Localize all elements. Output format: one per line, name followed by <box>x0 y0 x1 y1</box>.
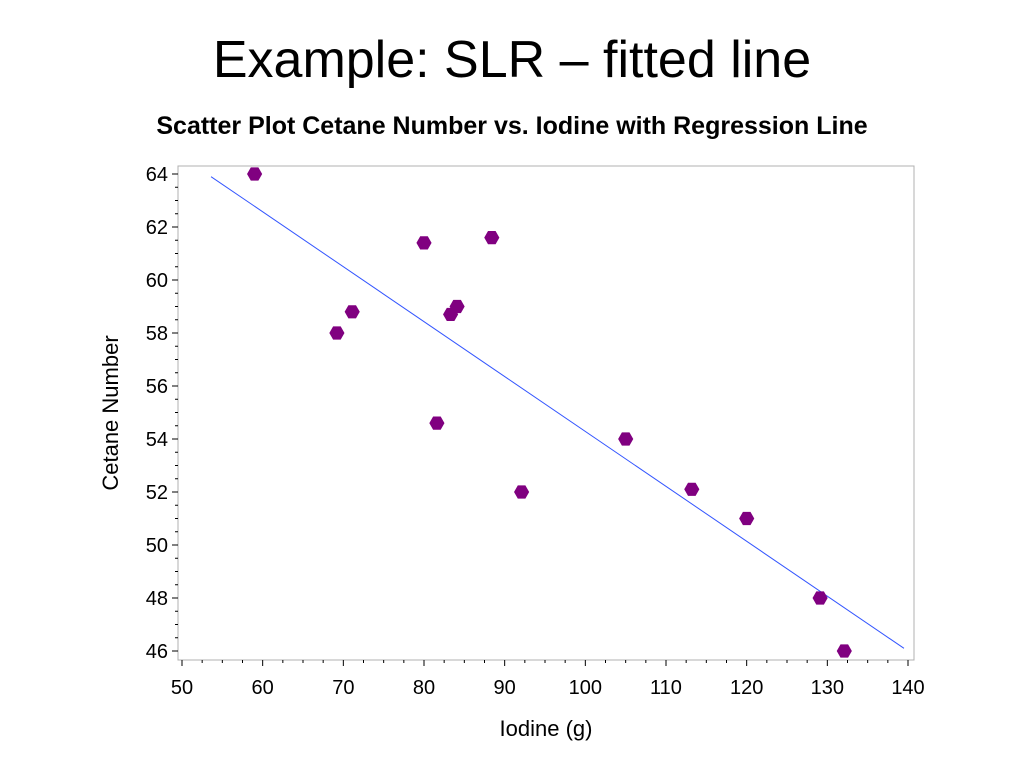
data-point <box>429 416 445 430</box>
y-axis-label: Cetane Number <box>98 335 123 490</box>
x-axis-label: Iodine (g) <box>500 716 593 741</box>
y-tick-label: 58 <box>146 323 168 345</box>
data-point <box>344 305 360 319</box>
y-tick-label: 50 <box>146 535 168 557</box>
x-tick-label: 80 <box>413 677 435 699</box>
x-tick-label: 120 <box>730 677 763 699</box>
data-point <box>449 299 465 314</box>
y-tick-label: 52 <box>146 482 168 504</box>
regression-line <box>210 176 905 649</box>
x-tick-label: 140 <box>891 677 924 699</box>
data-point <box>247 167 263 181</box>
x-tick-label: 60 <box>252 677 274 699</box>
data-point <box>812 591 828 605</box>
chart-title: Scatter Plot Cetane Number vs. Iodine wi… <box>156 112 867 140</box>
plot-area <box>177 165 915 661</box>
y-tick-label: 56 <box>146 376 168 398</box>
data-point <box>836 644 852 658</box>
x-tick-label: 100 <box>569 677 602 699</box>
x-tick-label: 130 <box>811 677 844 699</box>
y-tick-label: 60 <box>146 270 168 292</box>
data-point <box>739 511 755 526</box>
data-point <box>684 482 700 496</box>
x-tick-label: 70 <box>332 677 354 699</box>
data-point <box>416 236 432 250</box>
data-point <box>484 231 500 245</box>
data-point <box>618 432 634 446</box>
x-tick-label: 90 <box>494 677 516 699</box>
slide-title: Example: SLR – fitted line <box>212 31 812 89</box>
x-tick-label: 110 <box>650 677 682 699</box>
y-tick-label: 48 <box>146 588 168 610</box>
y-tick-label: 64 <box>146 164 168 186</box>
data-point <box>329 326 345 340</box>
x-tick-label: 50 <box>171 677 193 699</box>
y-tick-label: 54 <box>146 429 168 451</box>
y-tick-label: 46 <box>146 641 168 663</box>
data-point <box>514 485 530 499</box>
y-tick-label: 62 <box>146 217 168 239</box>
